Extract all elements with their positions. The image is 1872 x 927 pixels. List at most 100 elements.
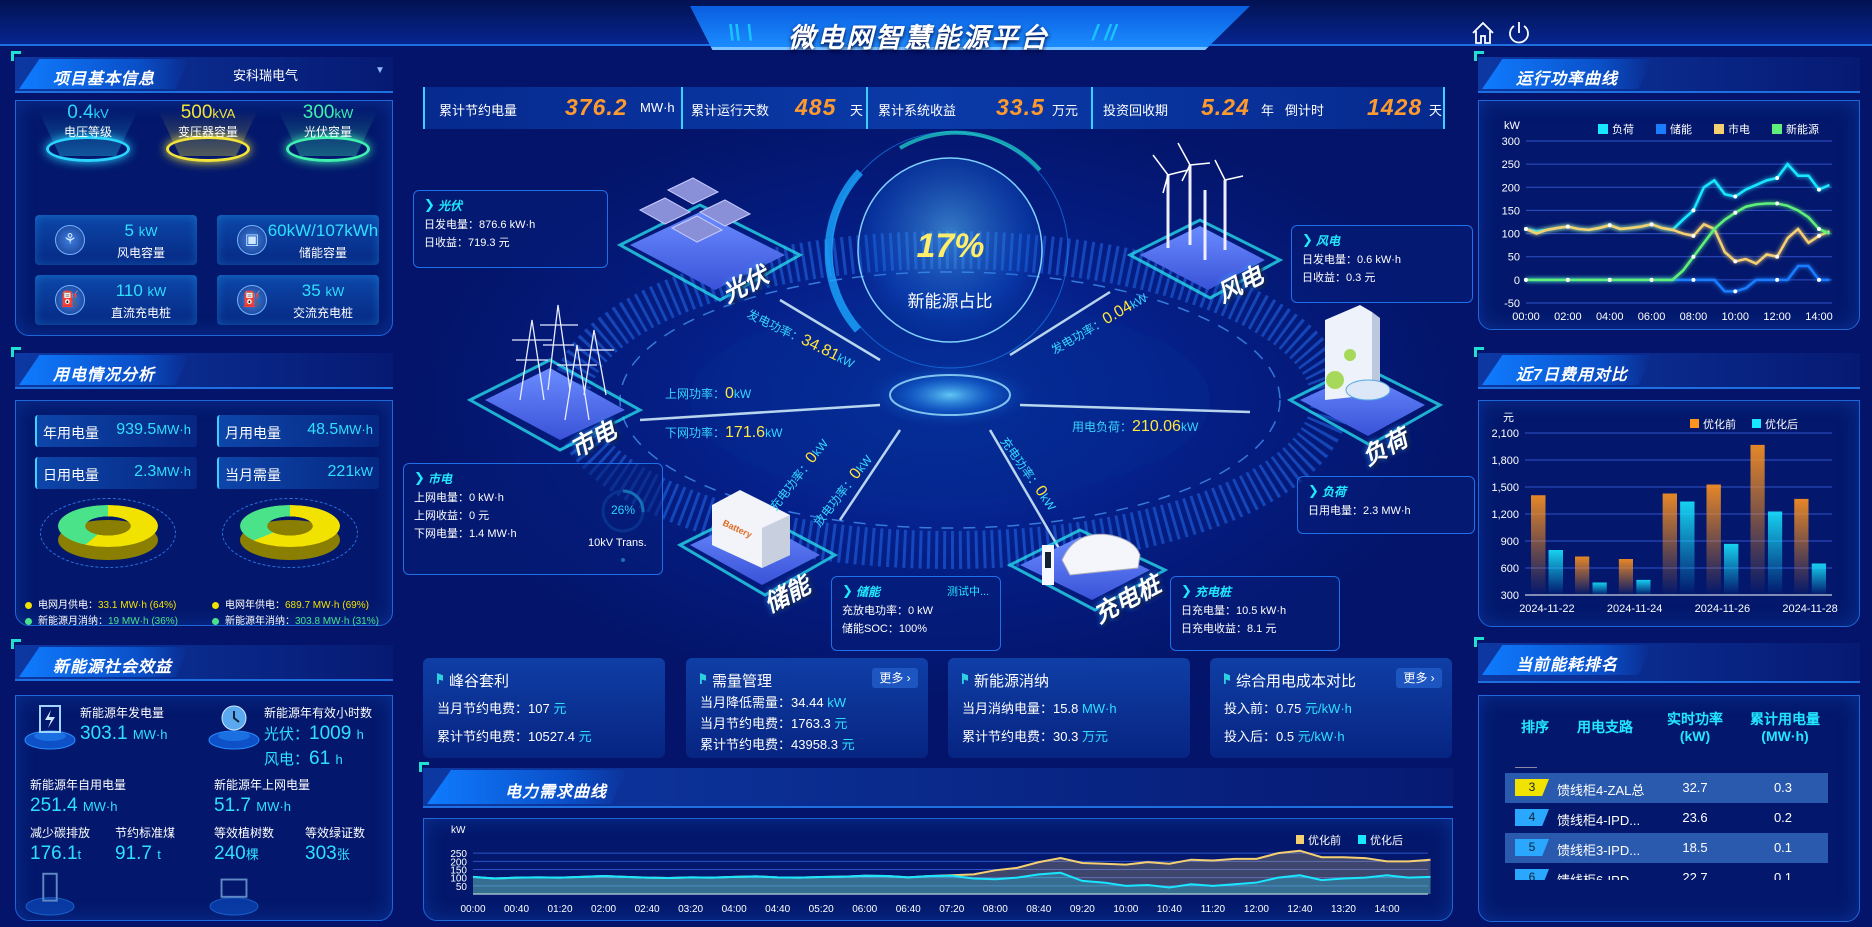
value: 35 [301,281,321,300]
label: 月用电量 [225,425,281,441]
social-panel [15,695,393,921]
home-icon[interactable] [1470,20,1496,46]
countdown-label: 倒计时 [1285,103,1325,118]
unit: MW·h [338,422,373,437]
header-tab [19,647,189,677]
power: 32.7 [1682,780,1708,795]
power-curve-panel [1478,100,1860,330]
legend-grid: 电网月供电：33.1 MW·h (64%) [25,596,205,611]
branch-name: 馈线柜4-IPD... [1557,813,1641,828]
label: 当月需量 [225,467,281,483]
table-row[interactable]: 6 馈线柜6-IPD... 22.7 0.1 [1505,863,1828,880]
module-row: 当月消纳电量：15.8 MW·h [962,698,1117,717]
chevron-right-icon: ❯ [414,470,425,485]
module-row: 当月节约电费：107 元 [437,698,566,717]
unit: t [77,847,82,862]
branch-name: 馈线柜3-IPD... [1557,843,1641,858]
table-row[interactable]: 4 馈线柜4-IPD... 23.6 0.2 [1505,803,1828,833]
module-row: 投入前：0.75 元/kW·h [1224,698,1352,717]
panel-title: 电力需求曲线 [505,784,608,801]
glow-ring [166,136,250,162]
module-row: 累计节约电费：30.3 万元 [962,726,1108,745]
value: 303.8 MW·h (31%) [295,616,379,627]
label: 累计系统收益 [878,103,957,118]
module-title: 需量管理 [712,673,773,690]
corner-decoration [11,639,21,649]
unit: 元 [834,716,848,731]
charger-info-card[interactable]: ❯ 充电桩 日充电量：10.5 kW·h 日充电收益：8.1 元 [1170,576,1340,651]
title-band [690,6,1250,50]
ranking-table[interactable]: 3 馈线柜4-ZAL总 32.7 0.3 4 馈线柜4-IPD... 23.6 0.2 5 馈线柜… [1500,772,1835,880]
branch-name: 馈线柜6-IPD... [1557,870,1640,880]
certs-value: 303张 [305,843,350,866]
storage-info-card[interactable]: ❯ 储能 测试中... 充放电功率：0 kW 储能SOC：100% [831,576,1001,651]
value: 221kW [328,463,373,481]
glow-label: 光伏容量 [303,125,352,139]
legend-grid: 电网年供电：689.7 MW·h (69%) [212,596,393,611]
label: 投资回收期 [1103,103,1169,118]
usage-stat: 年用电量 939.5MW·h [35,415,197,447]
certs-label: 等效绿证数 [305,826,366,840]
page-title: 微电网智慧能源平台 [788,23,1049,53]
self-use-label: 新能源年自用电量 [30,778,127,792]
carbon-label: 减少碳排放 [30,826,91,840]
table-row[interactable]: 5 馈线柜3-IPD... 18.5 0.1 [1505,833,1828,863]
new-energy-ratio-label: 新能源占比 [907,292,993,311]
value: 240 [214,843,246,864]
value: 210.06 [1132,418,1181,435]
chevron-right-icon: ❯ [424,197,435,212]
capacity-card: ▣ 60kW/107kWh 储能容量 [217,215,379,265]
value: 5 [124,221,134,240]
more-button[interactable]: 更多 › [1396,668,1442,688]
value: 5.24 [1201,94,1250,120]
usage-stat: 当月需量 221kW [217,457,379,489]
value: 91.7 [115,843,152,864]
self-use-value: 251.4 MW·h [30,795,118,818]
capacity-card: ⛽ 35 kW 交流充电桩 [217,275,379,325]
value: 33.5 [996,94,1045,120]
unit: h [356,727,364,742]
chevron-down-icon[interactable]: ▼ [375,65,385,76]
power-curve-header: 运行功率曲线 [1474,51,1860,93]
capacity-value: 35 kW [267,281,379,301]
panel-title: 项目基本信息 [53,71,156,88]
unit: t [157,847,161,862]
countdown-unit: 天 [1429,103,1443,118]
laptop-icon [209,878,259,916]
label: 投入后： [1224,729,1277,744]
corner-decoration [1474,51,1484,61]
card-line: 储能SOC：100% [842,623,927,635]
label: 投入前： [1224,701,1277,716]
card-line: 充放电功率：0 kW [842,605,934,617]
company-select[interactable]: 安科瑞电气 [233,68,299,83]
more-button[interactable]: 更多 › [872,668,918,688]
value: 33.1 MW·h (64%) [98,600,177,611]
label: 电网年供电： [225,600,285,611]
grid-info-card[interactable]: ❯ 市电 上网电量：0 kW·h 上网收益：0 元下网电量：1.4 MW·h [403,463,663,575]
pv-info-card[interactable]: ❯ 光伏 日发电量：876.6 kW·h 日收益：719.3 元 [413,190,608,268]
header-tab [19,59,189,89]
title-decoration-right: / // [1092,20,1117,45]
demand-panel [423,818,1453,921]
module-title: 峰谷套利 [449,673,510,690]
unit: 年 [1261,103,1275,118]
value: 2.3MW·h [134,463,191,481]
value: 107 [528,701,550,716]
chevron-right-icon: ❯ [842,583,853,598]
value: 303.1 [80,723,128,744]
storage-status: 测试中... [947,586,990,598]
donut-chart [240,505,340,547]
card-title: 光伏 [438,199,463,213]
label: 日用电量 [43,467,99,483]
label: 电网月供电： [38,600,98,611]
power-icon[interactable] [1506,20,1532,46]
unit: 元/kW·h [1304,701,1352,716]
module-row: 当月降低需量：34.44 kW [700,692,846,711]
project-info-header: 项目基本信息 安科瑞电气 ▼ [11,51,393,93]
card-line: 日用电量：2.3 MW·h [1308,505,1411,517]
load-info-card[interactable]: ❯ 负荷 日用电量：2.3 MW·h [1297,476,1475,534]
value: 10527.4 [528,729,576,744]
wind-info-card[interactable]: ❯ 风电 日发电量：0.6 kW·h 日收益：0.3 元 [1291,225,1473,303]
legend-new-energy: 新能源年消纳：303.8 MW·h (31%) [212,612,393,627]
table-row[interactable]: 3 馈线柜4-ZAL总 32.7 0.3 [1505,773,1828,803]
